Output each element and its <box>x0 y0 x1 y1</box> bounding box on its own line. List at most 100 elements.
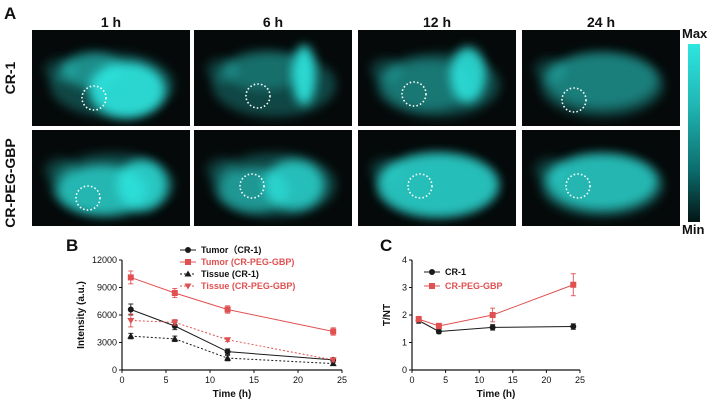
data-point <box>185 259 191 265</box>
data-point <box>171 335 179 342</box>
legend-label: CR-1 <box>445 267 466 277</box>
legend-label: Tissue (CR-1) <box>201 269 259 279</box>
series-line <box>130 335 334 365</box>
scale-min-label: Min <box>682 222 705 237</box>
y-axis-label: T/NT <box>382 304 393 326</box>
x-tick-label: 20 <box>293 375 303 385</box>
x-tick-label: 10 <box>474 375 484 385</box>
data-point <box>127 274 134 281</box>
y-tick-label: 2 <box>402 310 407 320</box>
time-label-6h: 6 h <box>262 14 284 30</box>
x-tick-label: 0 <box>119 375 124 385</box>
x-tick-label: 0 <box>409 375 414 385</box>
intensity-colorbar <box>688 44 700 222</box>
time-label-1h: 1 h <box>100 14 122 30</box>
series-2 <box>127 332 337 367</box>
data-point <box>127 306 134 313</box>
row-label-cr1: CR-1 <box>2 61 18 95</box>
panel-label-a: A <box>4 4 17 23</box>
data-point <box>489 324 496 331</box>
fluorescence-image <box>522 130 680 226</box>
data-point <box>435 328 442 335</box>
series-line <box>418 284 574 327</box>
fluorescence-signal <box>224 50 304 90</box>
y-tick-label: 1 <box>402 338 407 348</box>
x-tick-label: 15 <box>508 375 518 385</box>
tumor-region-circle <box>81 85 107 111</box>
y-tick-label: 3 <box>402 283 407 293</box>
data-point <box>171 290 178 296</box>
legend-label: Tissue (CR-PEG-GBP) <box>201 281 295 291</box>
series-line <box>130 309 334 361</box>
tumor-region-circle <box>245 83 271 109</box>
data-point <box>570 281 577 288</box>
panel-label-b: B <box>66 236 79 255</box>
y-tick-label: 3000 <box>97 338 117 348</box>
x-tick-label: 25 <box>575 375 585 385</box>
fluorescence-image <box>358 130 516 226</box>
tumor-region-circle <box>561 87 587 113</box>
time-label-12h: 12 h <box>422 14 451 30</box>
x-tick-label: 10 <box>205 375 215 385</box>
tumor-region-circle <box>401 81 427 107</box>
fluorescence-image <box>32 130 190 226</box>
fluorescence-signal <box>62 52 122 88</box>
scale-max-label: Max <box>682 26 708 41</box>
series-line <box>418 320 574 333</box>
time-label-24h: 24 h <box>586 14 615 30</box>
x-tick-label: 5 <box>163 375 168 385</box>
series-line <box>130 320 334 361</box>
legend-item: Tumor (CR-PEG-GBP) <box>180 257 294 267</box>
legend-label: Tumor（CR-1) <box>201 245 261 255</box>
fluorescence-image <box>194 130 352 226</box>
data-point <box>570 323 577 330</box>
x-tick-label: 25 <box>337 375 347 385</box>
tumor-region-circle <box>565 173 591 199</box>
x-tick-label: 20 <box>541 375 551 385</box>
legend-item: CR-1 <box>424 267 466 277</box>
series-0 <box>127 303 337 363</box>
data-point <box>171 323 178 329</box>
y-tick-label: 9000 <box>97 283 117 293</box>
data-point <box>184 270 192 277</box>
fluorescence-image <box>358 30 516 126</box>
fluorescence-signal <box>547 52 657 108</box>
data-point <box>224 354 232 361</box>
data-point <box>489 312 496 318</box>
legend-item: CR-PEG-GBP <box>424 281 503 291</box>
y-tick-label: 12000 <box>92 255 117 265</box>
fluorescence-image <box>522 30 680 126</box>
data-point <box>224 306 231 313</box>
fluorescence-signal <box>117 160 167 210</box>
fluorescence-signal <box>383 60 473 110</box>
x-axis-label: Time (h) <box>213 389 252 400</box>
x-tick-label: 5 <box>443 375 448 385</box>
legend-item: Tumor（CR-1) <box>180 245 261 255</box>
data-point <box>330 328 337 335</box>
tnt-ratio-chart: 0 5 10 15 20 25 0 1 2 3 4 Time (h) T/NT CR-1 CR-PEG-GB… <box>382 255 585 400</box>
data-point <box>429 283 435 289</box>
data-point <box>329 357 337 364</box>
fluorescence-image <box>194 30 352 126</box>
y-tick-label: 0 <box>112 365 117 375</box>
data-point <box>185 247 191 253</box>
tumor-region-circle <box>75 185 101 211</box>
data-point <box>224 337 232 344</box>
fluorescence-signal <box>547 154 657 210</box>
data-point <box>127 332 135 339</box>
tumor-region-circle <box>407 173 433 199</box>
series-0 <box>415 317 577 335</box>
legend-label: CR-PEG-GBP <box>445 281 503 291</box>
fluorescence-signal <box>378 153 498 217</box>
x-tick-label: 15 <box>249 375 259 385</box>
y-tick-label: 6000 <box>97 310 117 320</box>
legend-label: Tumor (CR-PEG-GBP) <box>201 257 294 267</box>
data-point <box>127 318 135 324</box>
data-point <box>429 269 435 275</box>
data-point <box>435 323 442 329</box>
data-point <box>224 348 231 355</box>
series-1 <box>415 273 577 330</box>
y-axis-label: Intensity (a.u.) <box>76 281 87 349</box>
series-1 <box>127 270 337 336</box>
row-label-cr-peg-gbp: CR-PEG-GBP <box>2 138 18 228</box>
